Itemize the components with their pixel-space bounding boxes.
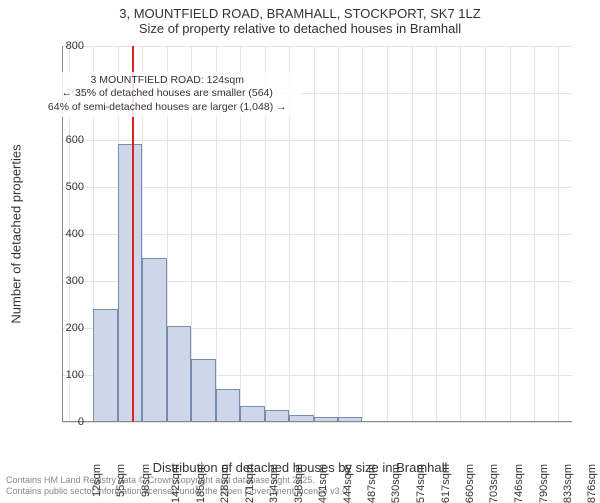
xtick-label: 228sqm: [219, 464, 231, 503]
xtick-label: 574sqm: [415, 464, 427, 503]
ytick-label: 500: [44, 181, 84, 193]
xtick-label: 660sqm: [464, 464, 476, 503]
gridline-vertical: [314, 46, 315, 422]
y-axis-label: Number of detached properties: [9, 144, 24, 323]
chart-title: 3, MOUNTFIELD ROAD, BRAMHALL, STOCKPORT,…: [0, 0, 600, 36]
gridline-vertical: [362, 46, 363, 422]
histogram-bar: [167, 326, 191, 422]
ytick-label: 800: [44, 40, 84, 52]
ytick-label: 600: [44, 134, 84, 146]
xtick-label: 185sqm: [195, 464, 207, 503]
gridline-vertical: [338, 46, 339, 422]
ytick-label: 100: [44, 369, 84, 381]
axis-line: [62, 421, 572, 422]
gridline-vertical: [485, 46, 486, 422]
xtick-label: 401sqm: [317, 464, 329, 503]
gridline-vertical: [510, 46, 511, 422]
xtick-label: 790sqm: [538, 464, 550, 503]
ytick-label: 300: [44, 275, 84, 287]
annotation-line3: 64% of semi-detached houses are larger (…: [36, 101, 298, 115]
xtick-label: 314sqm: [268, 464, 280, 503]
xtick-label: 142sqm: [171, 464, 183, 503]
xtick-label: 617sqm: [440, 464, 452, 503]
gridline-vertical: [460, 46, 461, 422]
xtick-label: 876sqm: [587, 464, 599, 503]
annotation-box: 3 MOUNTFIELD ROAD: 124sqm← 35% of detach…: [32, 72, 302, 117]
gridline-vertical: [387, 46, 388, 422]
gridline-vertical: [534, 46, 535, 422]
xtick-label: 444sqm: [342, 464, 354, 503]
ytick-label: 400: [44, 228, 84, 240]
title-line-1: 3, MOUNTFIELD ROAD, BRAMHALL, STOCKPORT,…: [0, 6, 600, 21]
xtick-label: 12sqm: [91, 464, 103, 497]
xtick-label: 833sqm: [562, 464, 574, 503]
xtick-label: 271sqm: [244, 464, 256, 503]
gridline-vertical: [412, 46, 413, 422]
gridline-horizontal: [62, 140, 572, 141]
xtick-label: 487sqm: [366, 464, 378, 503]
gridline-vertical: [558, 46, 559, 422]
xtick-label: 98sqm: [140, 464, 152, 497]
histogram-bar: [191, 359, 215, 422]
annotation-line1: 3 MOUNTFIELD ROAD: 124sqm: [36, 74, 298, 88]
histogram-bar: [216, 389, 240, 422]
histogram-bar: [118, 144, 143, 422]
xtick-label: 530sqm: [390, 464, 402, 503]
xtick-label: 358sqm: [293, 464, 305, 503]
gridline-horizontal: [62, 46, 572, 47]
gridline-horizontal: [62, 422, 572, 423]
ytick-label: 200: [44, 322, 84, 334]
xtick-label: 746sqm: [513, 464, 525, 503]
ytick-label: 0: [44, 416, 84, 428]
histogram-bar: [240, 406, 265, 422]
gridline-vertical: [436, 46, 437, 422]
histogram-bar: [142, 258, 166, 423]
xtick-label: 55sqm: [115, 464, 127, 497]
title-line-2: Size of property relative to detached ho…: [0, 21, 600, 36]
xtick-label: 703sqm: [489, 464, 501, 503]
histogram-bar: [93, 309, 117, 422]
annotation-line2: ← 35% of detached houses are smaller (56…: [36, 87, 298, 101]
